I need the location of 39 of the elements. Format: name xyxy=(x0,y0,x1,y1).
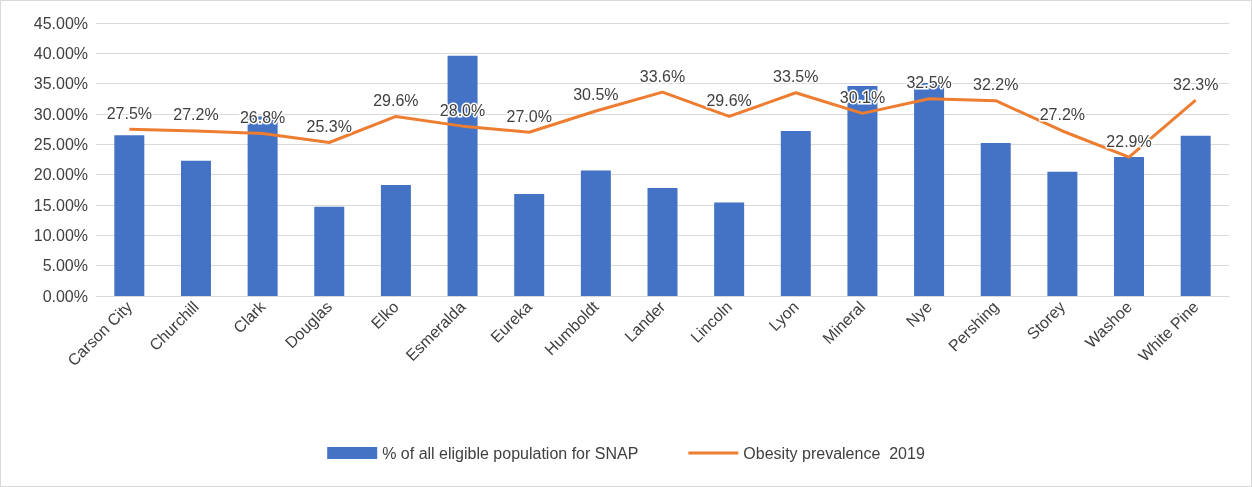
y-tick-label: 45.00% xyxy=(33,14,88,32)
y-tick-label: 20.00% xyxy=(33,166,88,184)
bar xyxy=(380,184,411,296)
bar xyxy=(514,194,545,296)
bar xyxy=(1114,157,1145,296)
data-label: 27.2% xyxy=(1039,106,1086,124)
data-label: 29.6% xyxy=(373,91,419,109)
y-tick-label: 30.00% xyxy=(33,105,88,123)
y-tick-label: 15.00% xyxy=(33,196,88,214)
data-label: 33.6% xyxy=(639,67,686,85)
data-label: 30.5% xyxy=(573,86,619,104)
data-label: 27.0% xyxy=(506,107,552,125)
data-label: 29.6% xyxy=(706,91,752,109)
legend-label: Obesity prevalence 2019 xyxy=(743,444,925,462)
bar xyxy=(1180,135,1211,296)
x-tick-label: Nye xyxy=(902,297,936,331)
data-label: 27.5% xyxy=(106,104,153,122)
bar xyxy=(314,206,345,296)
y-tick-label: 40.00% xyxy=(33,44,88,62)
y-tick-label: 10.00% xyxy=(33,226,88,244)
y-tick-label: 35.00% xyxy=(33,75,88,93)
data-label: 32.3% xyxy=(1172,75,1219,93)
data-label: 25.3% xyxy=(306,118,352,136)
bar xyxy=(1047,171,1078,296)
y-tick-label: 0.00% xyxy=(42,287,88,305)
data-label: 27.2% xyxy=(173,106,219,124)
y-tick-label: 25.00% xyxy=(33,135,88,153)
bar xyxy=(114,135,145,296)
bar xyxy=(180,160,211,296)
y-tick-label: 5.00% xyxy=(42,257,88,275)
data-label: 32.2% xyxy=(973,76,1019,94)
bar xyxy=(647,188,678,296)
legend-label: % of all eligible population for SNAP xyxy=(382,444,639,462)
bar xyxy=(980,143,1011,296)
bar xyxy=(780,130,811,296)
bar xyxy=(580,170,611,296)
data-label: 33.5% xyxy=(773,68,819,86)
bar xyxy=(714,202,745,296)
x-tick-label: Elko xyxy=(367,297,402,333)
